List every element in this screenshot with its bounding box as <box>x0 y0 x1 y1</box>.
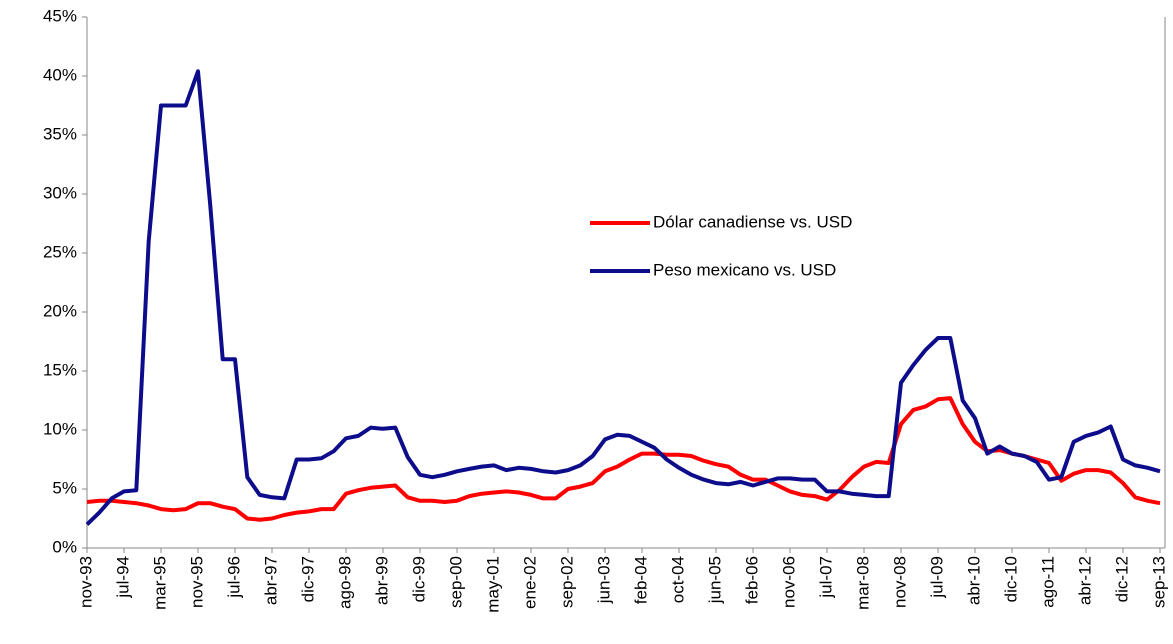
series-line <box>85 69 1161 526</box>
x-tick-label: ago-98 <box>335 556 354 609</box>
x-tick-label: mar-95 <box>150 556 169 610</box>
x-tick-label: dic-97 <box>298 556 317 602</box>
y-tick-label: 20% <box>43 301 77 320</box>
x-tick-label: mar-08 <box>853 556 872 610</box>
x-tick-label: jun-03 <box>594 556 613 604</box>
x-tick-label: nov-93 <box>76 556 95 608</box>
x-tick-label: feb-06 <box>742 556 761 604</box>
x-tick-label: dic-99 <box>409 556 428 602</box>
x-tick-label: jul-07 <box>816 556 835 599</box>
x-tick-label: nov-95 <box>187 556 206 608</box>
y-tick-label: 25% <box>43 242 77 261</box>
x-tick-label: may-01 <box>483 556 502 613</box>
x-tick-label: dic-10 <box>1001 556 1020 602</box>
legend-label: Dólar canadiense vs. USD <box>653 212 852 231</box>
x-tick-label: ene-02 <box>520 556 539 609</box>
x-tick-label: sep-13 <box>1149 556 1168 608</box>
x-tick-label: jul-96 <box>224 556 243 599</box>
x-tick-label: sep-00 <box>446 556 465 608</box>
y-tick-label: 30% <box>43 183 77 202</box>
series-line <box>86 396 1161 522</box>
x-tick-label: jul-09 <box>927 556 946 599</box>
y-tick-label: 15% <box>43 360 77 379</box>
y-tick-label: 5% <box>52 478 77 497</box>
y-tick-label: 0% <box>52 537 77 556</box>
y-tick-label: 35% <box>43 124 77 143</box>
x-tick-label: ago-11 <box>1038 556 1057 608</box>
x-tick-label: abr-97 <box>261 556 280 605</box>
y-tick-label: 40% <box>43 65 77 84</box>
x-tick-label: nov-06 <box>779 556 798 608</box>
x-tick-label: dic-12 <box>1112 556 1131 602</box>
x-tick-label: abr-10 <box>964 556 983 605</box>
legend-label: Peso mexicano vs. USD <box>653 260 836 279</box>
x-tick-label: sep-02 <box>557 556 576 608</box>
x-tick-label: jun-05 <box>705 556 724 604</box>
x-tick-label: oct-04 <box>668 556 687 603</box>
x-tick-label: jul-94 <box>113 556 132 599</box>
x-tick-label: nov-08 <box>890 556 909 608</box>
y-tick-label: 45% <box>43 6 77 25</box>
y-tick-label: 10% <box>43 419 77 438</box>
x-tick-label: feb-04 <box>631 556 650 604</box>
x-tick-label: abr-12 <box>1075 556 1094 605</box>
x-tick-label: abr-99 <box>372 556 391 605</box>
